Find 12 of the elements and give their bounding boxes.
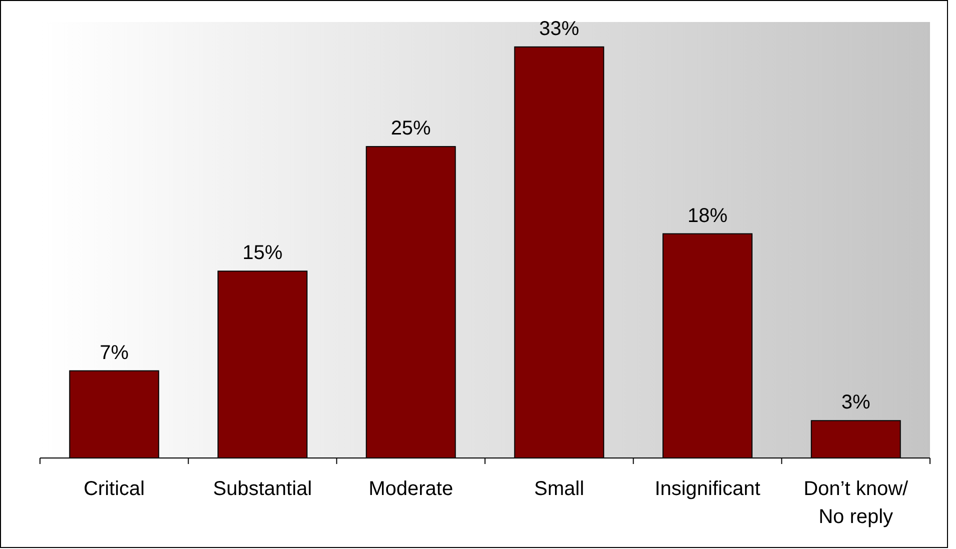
data-label: 18%	[687, 204, 728, 227]
data-label: 15%	[242, 242, 283, 264]
x-tick-label: Critical	[84, 478, 145, 500]
data-label: 33%	[539, 18, 580, 40]
x-tick-label: Don’t know/ No reply	[804, 478, 909, 528]
x-tick-label: Substantial	[213, 478, 312, 500]
data-label: 25%	[390, 118, 432, 140]
data-label: 7%	[100, 342, 129, 364]
x-tick-label: Insignificant	[654, 478, 761, 500]
x-tick-label: Moderate	[368, 478, 454, 500]
x-tick-label: Small	[534, 478, 584, 500]
data-label: 3%	[841, 392, 871, 414]
